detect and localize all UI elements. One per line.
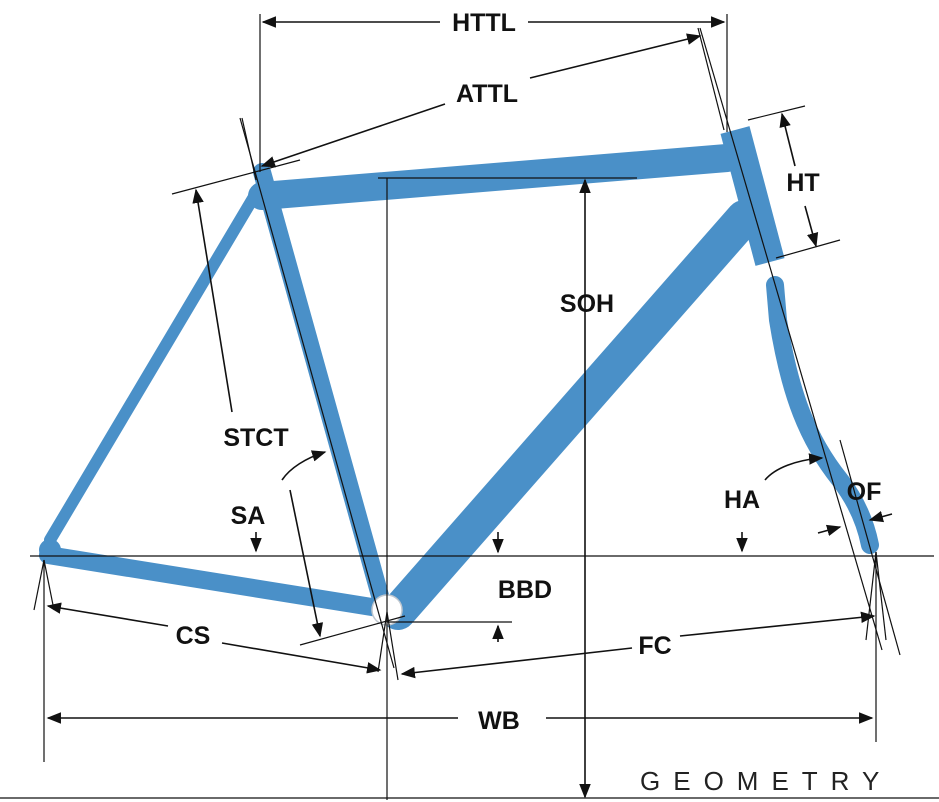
steering-axis [699,27,883,651]
seat-tube [253,163,393,619]
sa-arc [281,450,327,481]
fork [766,276,879,554]
label-cs: CS [176,622,211,650]
stct-ref-bottom [299,615,406,646]
label-sa: SA [231,502,266,530]
fork-axis-ext [839,439,901,656]
stct-ref-top [171,159,301,195]
label-httl: HTTL [452,9,516,37]
seat-tube-axis [239,117,395,669]
seat-stay [44,184,264,546]
front-tick-b [875,551,887,641]
stct-arrow-top [192,188,233,413]
of-arrow-right [868,511,893,523]
label-fc: FC [638,632,671,660]
label-soh: SOH [560,290,614,318]
head-tube [720,126,785,266]
fc-arrow-right [679,611,876,637]
label-bbd: BBD [498,576,552,604]
bb-tick-a [377,611,388,673]
ha-arc [764,453,824,481]
labels: HTTL ATTL HT SOH STCT SA HA OF BBD CS FC… [176,9,892,796]
ht-arrow-bottom [804,205,819,248]
attl-right-ext [697,27,725,131]
label-wb: WB [478,707,520,735]
label-ha: HA [724,486,760,514]
label-attl: ATTL [456,80,518,108]
dimension-lines [0,14,939,800]
ht-arrow-top [779,112,796,167]
chain-stay [39,546,387,617]
down-tube [380,200,762,630]
ht-top-ext [747,105,806,121]
fc-arrow-left [400,647,633,679]
top-tube [248,144,741,210]
front-tick-a [865,551,877,641]
front-dropout [862,537,878,553]
label-stct: STCT [223,424,288,452]
rear-tick-a [33,559,45,611]
attl-arrow-right [529,33,702,79]
label-geometry: GEOMETRY [640,766,892,796]
of-arrow-left [817,524,842,536]
bb-tick-b [386,611,399,681]
label-of: OF [847,478,882,506]
rear-tick-b [43,559,55,611]
label-ht: HT [786,169,819,197]
ht-bottom-ext [775,239,841,259]
cs-arrow-left [46,602,169,627]
cs-arrow-right [221,642,382,674]
stct-arrow-bottom [289,489,324,638]
rear-dropout [39,539,61,561]
attl-arrow-left [260,103,446,168]
